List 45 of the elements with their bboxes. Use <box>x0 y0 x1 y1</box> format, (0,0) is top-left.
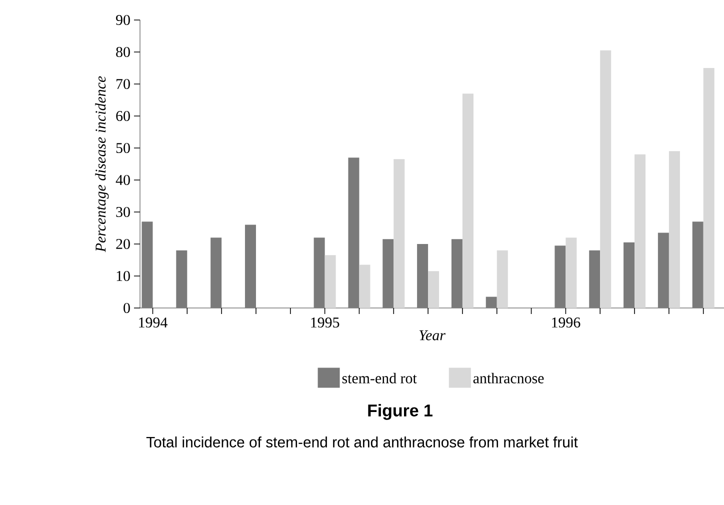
bar <box>428 271 440 308</box>
bar <box>417 244 428 308</box>
bar <box>634 154 646 308</box>
bar <box>176 250 188 308</box>
bar <box>359 264 370 308</box>
bar <box>348 158 360 308</box>
bar <box>314 238 325 308</box>
y-axis-title: Percentage disease incidence <box>95 76 109 252</box>
bar <box>589 250 600 308</box>
bar <box>496 250 508 308</box>
x-tick-label: 1995 <box>311 318 340 328</box>
bar <box>624 242 635 308</box>
y-tick-label: 60 <box>116 110 130 122</box>
bar <box>210 238 222 308</box>
text: Total incidence of stem-end rot and anthracnose from market fruit <box>146 436 578 448</box>
bar <box>394 159 405 308</box>
bar <box>486 296 497 308</box>
bar <box>668 151 680 308</box>
bar <box>382 239 394 308</box>
bar <box>703 68 714 308</box>
bar <box>324 255 336 308</box>
y-tick-label: 20 <box>116 238 130 250</box>
legend-label: stem-end rot <box>342 372 417 384</box>
y-tick-label: 80 <box>116 46 130 58</box>
y-tick-label: 10 <box>116 270 130 282</box>
bar <box>244 224 256 308</box>
bar <box>600 50 612 308</box>
x-tick-label: 1994 <box>139 318 168 328</box>
y-tick-label: 50 <box>116 142 130 154</box>
y-tick-label: 70 <box>116 78 130 90</box>
y-tick-label: 40 <box>116 174 130 186</box>
bar <box>142 222 153 308</box>
bar <box>658 232 669 308</box>
y-tick-label: 0 <box>124 302 130 314</box>
x-tick-label: 1996 <box>552 318 580 328</box>
bar <box>692 222 704 308</box>
y-tick-label: 90 <box>116 14 130 26</box>
x-axis-title: Year <box>419 330 446 340</box>
text: Figure 1 <box>368 404 432 420</box>
bar <box>554 246 566 308</box>
bar <box>566 238 577 308</box>
bar <box>451 239 462 308</box>
bar <box>462 94 474 308</box>
legend-label: anthracnose <box>473 372 544 384</box>
y-tick-label: 30 <box>116 206 130 218</box>
